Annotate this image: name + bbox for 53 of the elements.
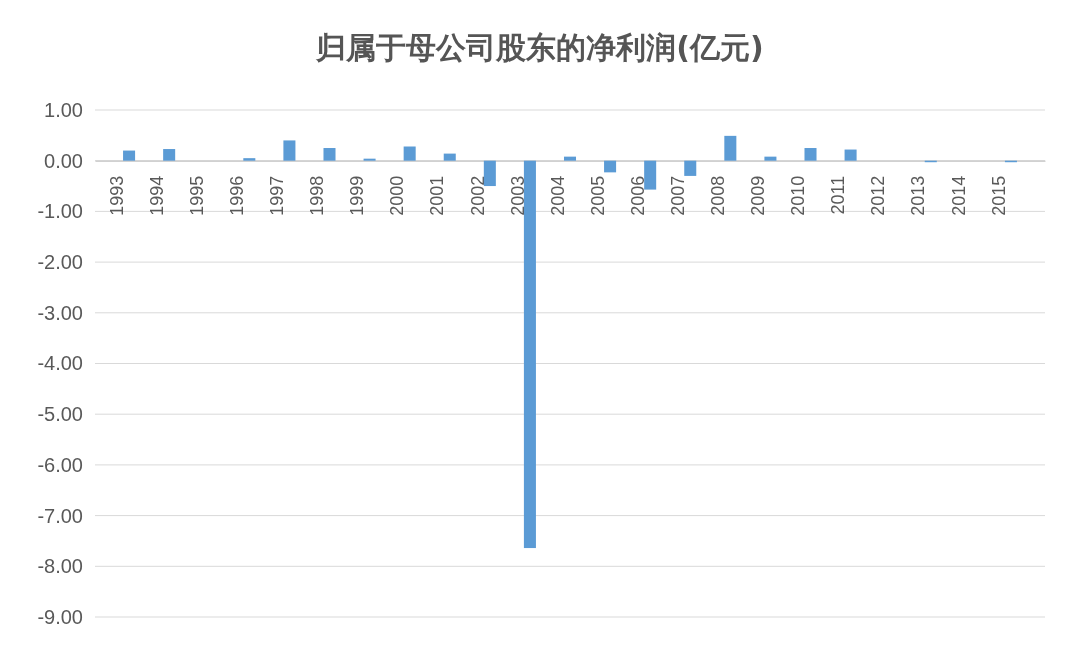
bar <box>684 160 697 176</box>
x-tick-label: 2007 <box>667 175 688 216</box>
x-tick-label: 2006 <box>627 175 648 216</box>
x-tick-label: 2011 <box>828 175 849 215</box>
bar <box>403 146 416 161</box>
bar <box>443 153 456 161</box>
x-tick-label: 2004 <box>547 175 568 216</box>
y-tick-label: -6.00 <box>37 453 83 476</box>
bar <box>243 158 256 161</box>
x-tick-label: 1998 <box>307 175 328 216</box>
bar <box>363 158 376 161</box>
bar <box>724 135 737 161</box>
y-tick-label: 1.00 <box>44 98 83 121</box>
x-tick-label: 2009 <box>748 175 769 216</box>
x-tick-label: 1996 <box>227 175 248 216</box>
y-tick-label: -4.00 <box>37 352 83 375</box>
x-tick-label: 2003 <box>507 175 528 216</box>
x-tick-label: 2013 <box>908 175 929 216</box>
x-tick-label: 2010 <box>788 175 809 216</box>
x-tick-label: 1993 <box>106 175 127 216</box>
x-tick-label: 1995 <box>186 175 207 216</box>
x-tick-label: 2005 <box>587 175 608 216</box>
x-tick-label: 1999 <box>347 175 368 216</box>
y-tick-label: -8.00 <box>37 555 83 578</box>
chart-title: 归属于母公司股东的净利润(亿元) <box>315 30 764 65</box>
y-tick-label: 0.00 <box>44 149 83 172</box>
y-tick-label: -9.00 <box>37 605 83 628</box>
bar <box>644 160 657 190</box>
bar <box>563 156 577 161</box>
x-tick-label: 1997 <box>267 175 288 216</box>
y-tick-label: -5.00 <box>37 403 83 426</box>
y-tick-label: -3.00 <box>37 301 83 324</box>
y-tick-label: -1.00 <box>37 200 83 223</box>
x-tick-label: 2002 <box>467 175 488 216</box>
bar <box>323 148 336 161</box>
y-tick-label: -2.00 <box>37 251 83 273</box>
bar <box>804 148 817 161</box>
bar <box>283 140 296 161</box>
x-tick-label: 2001 <box>427 175 448 216</box>
x-tick-label: 2015 <box>988 175 1009 216</box>
bar <box>764 156 777 161</box>
x-tick-label: 2014 <box>948 175 969 216</box>
bar <box>123 150 136 161</box>
bar <box>844 149 857 161</box>
x-tick-label: 2012 <box>868 175 889 216</box>
y-tick-label: -7.00 <box>37 504 83 527</box>
bar <box>163 149 176 161</box>
x-tick-label: 2000 <box>387 175 408 216</box>
bar <box>604 160 617 173</box>
x-tick-label: 1994 <box>146 175 167 216</box>
bar <box>483 160 496 187</box>
bar <box>523 160 536 549</box>
x-tick-label: 2008 <box>708 175 729 216</box>
